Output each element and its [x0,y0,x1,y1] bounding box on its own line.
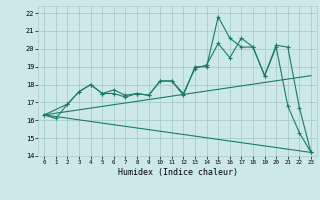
X-axis label: Humidex (Indice chaleur): Humidex (Indice chaleur) [118,168,238,177]
